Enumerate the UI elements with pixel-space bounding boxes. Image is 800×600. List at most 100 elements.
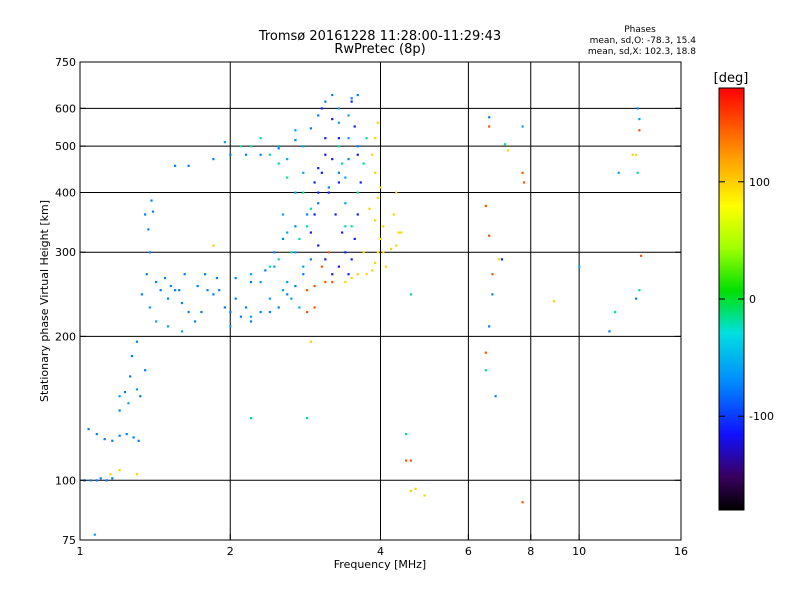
data-point bbox=[294, 284, 297, 288]
data-point bbox=[344, 202, 347, 205]
data-point bbox=[144, 213, 147, 216]
data-point bbox=[350, 258, 353, 261]
data-point bbox=[331, 158, 334, 161]
data-point bbox=[187, 310, 190, 314]
data-point bbox=[638, 289, 641, 292]
data-point bbox=[239, 145, 243, 148]
data-point bbox=[371, 269, 374, 272]
data-point bbox=[286, 280, 289, 284]
data-point bbox=[309, 207, 312, 210]
data-point bbox=[313, 213, 316, 216]
data-point bbox=[347, 137, 350, 140]
data-point bbox=[376, 251, 379, 254]
data-point bbox=[118, 395, 121, 398]
data-point bbox=[331, 93, 334, 97]
data-point bbox=[324, 137, 327, 140]
data-point bbox=[163, 276, 167, 280]
data-point bbox=[636, 107, 639, 110]
data-point bbox=[374, 137, 377, 140]
data-point bbox=[259, 153, 262, 156]
data-point bbox=[103, 437, 106, 441]
data-point bbox=[362, 251, 365, 254]
data-point bbox=[166, 297, 170, 300]
colorbar-tick-label: 0 bbox=[749, 293, 756, 306]
data-point bbox=[521, 125, 524, 128]
data-point bbox=[356, 273, 359, 276]
data-point bbox=[634, 153, 638, 156]
data-point bbox=[234, 297, 237, 300]
x-tick-label: 2 bbox=[227, 545, 234, 558]
data-point bbox=[145, 273, 148, 276]
data-point bbox=[320, 265, 323, 268]
data-point bbox=[324, 153, 327, 156]
data-point bbox=[395, 244, 398, 247]
data-point bbox=[423, 494, 426, 497]
data-point bbox=[234, 276, 237, 280]
data-point bbox=[148, 251, 152, 254]
colorbar-tick-label: 100 bbox=[749, 176, 770, 189]
data-point bbox=[200, 310, 203, 314]
phase-colorbar: [deg] 100 0 -100 bbox=[714, 71, 774, 511]
data-point bbox=[302, 145, 305, 148]
data-point bbox=[130, 354, 134, 358]
data-point bbox=[379, 186, 382, 189]
data-point bbox=[356, 213, 359, 216]
data-point bbox=[337, 171, 341, 174]
data-point bbox=[390, 247, 393, 250]
data-point bbox=[286, 158, 289, 161]
data-point bbox=[135, 340, 139, 343]
data-point bbox=[376, 196, 379, 199]
data-point bbox=[229, 325, 232, 328]
data-point bbox=[268, 153, 271, 156]
data-point bbox=[334, 213, 337, 216]
data-point bbox=[337, 145, 341, 148]
data-point bbox=[317, 202, 320, 205]
gridlines bbox=[80, 62, 681, 540]
data-point bbox=[139, 395, 142, 398]
data-point bbox=[95, 432, 98, 436]
data-point bbox=[118, 434, 121, 437]
data-point bbox=[639, 254, 643, 257]
data-point bbox=[127, 402, 130, 405]
data-point bbox=[636, 171, 639, 174]
data-point bbox=[169, 284, 172, 288]
y-tick-label: 750 bbox=[55, 56, 76, 69]
data-point bbox=[503, 143, 507, 146]
x-axis-label: Frequency [MHz] bbox=[334, 558, 426, 571]
data-point bbox=[123, 390, 127, 394]
data-point bbox=[148, 306, 152, 309]
data-point bbox=[344, 176, 347, 179]
data-point bbox=[617, 171, 620, 174]
data-point bbox=[324, 100, 327, 103]
data-point bbox=[277, 145, 280, 148]
data-point bbox=[89, 479, 92, 482]
y-tick-label: 500 bbox=[55, 140, 76, 153]
data-point bbox=[382, 225, 385, 228]
data-point bbox=[506, 149, 510, 152]
data-point bbox=[277, 258, 280, 261]
data-point bbox=[356, 93, 359, 97]
data-point bbox=[290, 297, 293, 300]
data-point bbox=[302, 191, 305, 194]
data-point bbox=[306, 416, 309, 420]
data-point bbox=[196, 284, 199, 288]
data-point bbox=[313, 181, 316, 184]
data-point bbox=[215, 276, 219, 280]
data-point bbox=[294, 139, 297, 142]
data-point bbox=[294, 251, 297, 254]
x-tick-label: 6 bbox=[465, 545, 472, 558]
data-point bbox=[132, 436, 135, 439]
data-point bbox=[212, 293, 215, 296]
data-point bbox=[223, 141, 226, 144]
data-point bbox=[374, 171, 377, 174]
data-point bbox=[249, 416, 253, 420]
x-tick-label: 8 bbox=[527, 545, 534, 558]
data-point bbox=[409, 459, 412, 462]
data-point bbox=[491, 293, 494, 296]
data-point bbox=[374, 261, 377, 265]
data-point bbox=[135, 473, 139, 476]
data-point bbox=[552, 300, 556, 303]
data-point bbox=[212, 158, 215, 161]
data-point bbox=[286, 293, 289, 296]
y-tick-label: 300 bbox=[55, 246, 76, 259]
